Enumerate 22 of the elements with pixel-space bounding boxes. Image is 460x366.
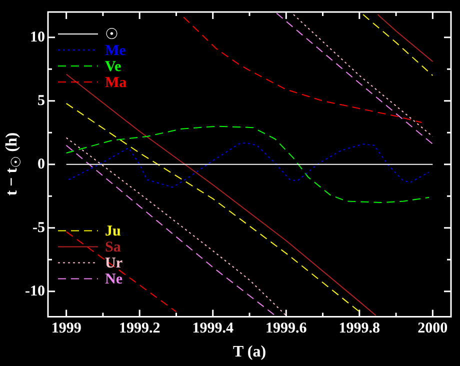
legend-label: Sa [104,240,122,256]
legend-label: Ne [104,272,123,288]
legend-label: Ju [104,224,121,240]
legend-label: Ur [104,256,123,272]
x-tick-label: 1999.6 [266,320,308,337]
y-tick-label: 5 [37,92,45,109]
y-tick-label: -10 [24,283,45,300]
legend-label: Ma [104,74,128,91]
x-tick-label: 1999.4 [192,320,234,337]
y-tick-label: -5 [32,220,45,236]
x-tick-label: 2000 [418,320,448,337]
y-tick-label: 10 [30,29,45,46]
x-tick-label: 1999.2 [118,320,160,337]
x-tick-label: 1999 [51,320,82,337]
line-series [68,142,430,188]
x-tick-label: 1999.8 [338,320,380,337]
legend-label: ☉ [104,26,118,43]
y-tick-label: 0 [37,156,45,172]
x-axis-title: T (a) [232,344,266,361]
legend-label: Ve [104,58,122,75]
legend-label: Me [104,42,126,59]
line-series [66,126,430,203]
